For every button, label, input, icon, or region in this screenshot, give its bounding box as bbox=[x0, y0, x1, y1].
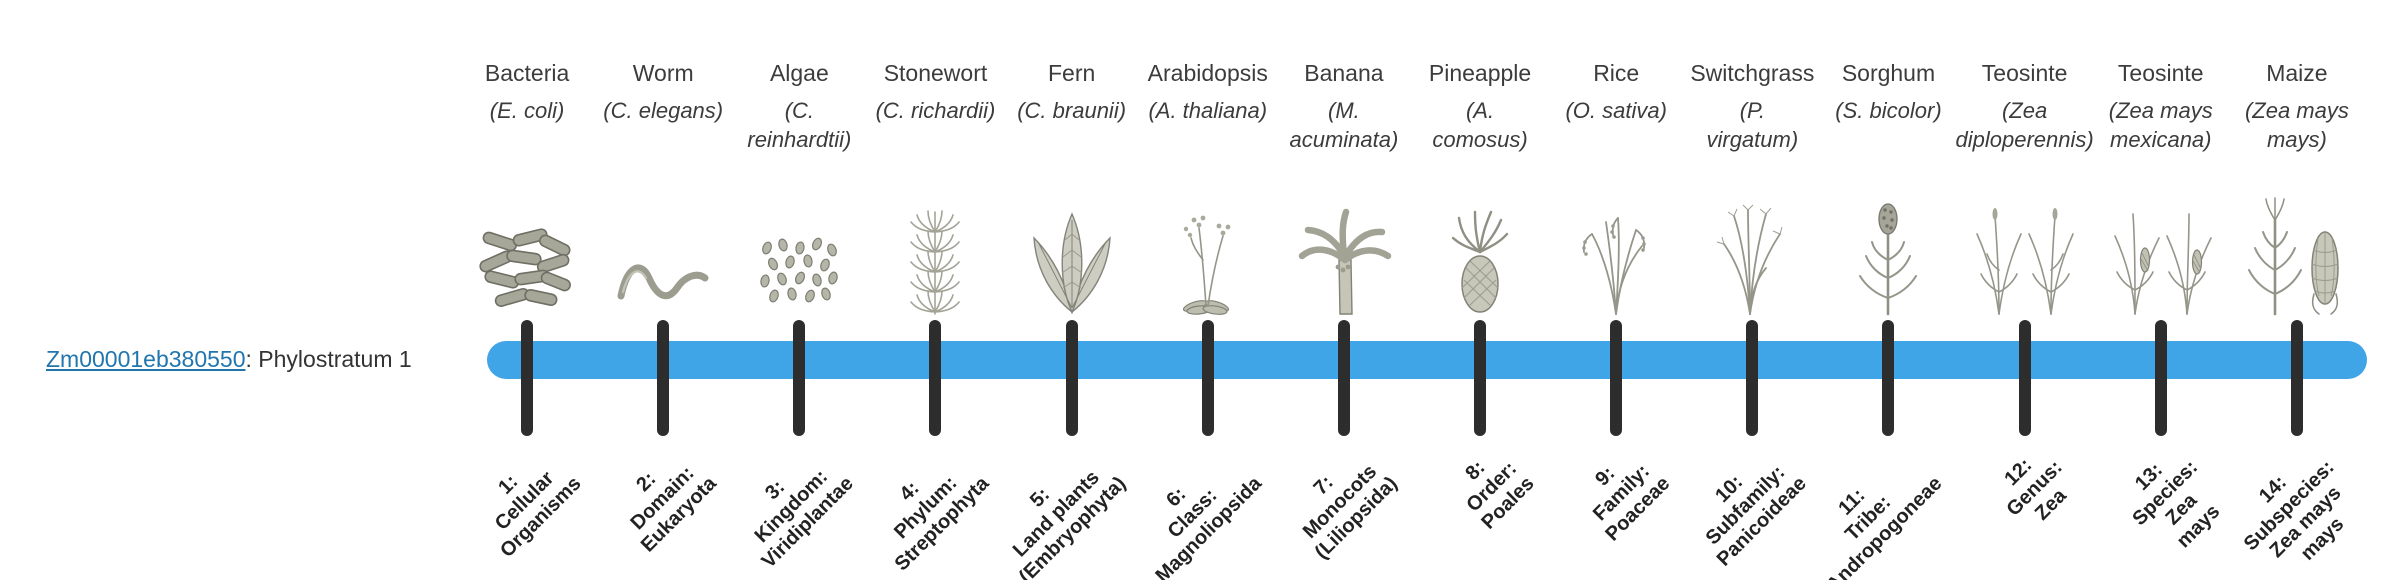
stratum-label: 13: Species: Zea mays bbox=[2128, 456, 2225, 552]
timeline-tick bbox=[521, 320, 534, 436]
algae-icon bbox=[731, 170, 867, 316]
organism-common-name: Bacteria bbox=[484, 60, 570, 86]
organism-scientific-name: (A. comosus) bbox=[1432, 98, 1528, 152]
phylostratum-column-6: Arabidopsis (A. thaliana) bbox=[1140, 0, 1276, 580]
arabidopsis-icon bbox=[1140, 170, 1276, 316]
organism-common-name: Rice bbox=[1593, 60, 1640, 86]
phylostratum-column-13: Teosinte (Zea mays mexicana) bbox=[2093, 0, 2229, 580]
organism-common-name: Worm bbox=[632, 60, 694, 86]
banana-icon bbox=[1276, 170, 1412, 316]
stratum-label: 6: Class: Magnoliopsida bbox=[1151, 472, 1267, 580]
switchgrass-icon bbox=[1684, 170, 1820, 316]
organism-common-name: Algae bbox=[769, 60, 829, 86]
phylostratum-text: : Phylostratum 1 bbox=[245, 346, 412, 372]
timeline-tick bbox=[1474, 320, 1487, 436]
stratum-label: 3: Kingdom: Viridiplantae bbox=[750, 465, 858, 573]
organism-scientific-name: (M. acuminata) bbox=[1289, 98, 1399, 152]
phylostratum-column-3: Algae (C. reinhardtii) bbox=[731, 0, 867, 580]
timeline-tick bbox=[793, 320, 806, 436]
timeline-tick bbox=[657, 320, 670, 436]
phylostratum-column-1: Bacteria (E. coli) bbox=[459, 0, 595, 580]
stratum-label: 14: Subspecies: Zea mays mays bbox=[2239, 456, 2349, 565]
timeline-tick bbox=[929, 320, 942, 436]
stratum-label: 8: Order: Poales bbox=[1460, 456, 1539, 534]
rice-icon bbox=[1548, 170, 1684, 316]
organism-common-name: Arabidopsis bbox=[1147, 60, 1268, 86]
phylostratum-column-9: Rice (O. sativa) bbox=[1548, 0, 1684, 580]
timeline-tick bbox=[1337, 320, 1350, 436]
organism-scientific-name: (P. virgatum) bbox=[1706, 98, 1799, 152]
gene-id-link[interactable]: Zm00001eb380550 bbox=[46, 346, 246, 372]
organism-common-name: Teosinte bbox=[2117, 60, 2204, 86]
organism-scientific-name: (O. sativa) bbox=[1565, 98, 1667, 123]
phylostratum-column-4: Stonewort (C. richardii) bbox=[867, 0, 1003, 580]
timeline-tick bbox=[2290, 320, 2303, 436]
phylostratum-column-12: Teosinte (Zea diploperennis) bbox=[1956, 0, 2094, 580]
phylostratum-column-10: Switchgrass (P. virgatum) bbox=[1684, 0, 1820, 580]
gene-label: Zm00001eb380550: Phylostratum 1 bbox=[46, 346, 412, 373]
organism-common-name: Maize bbox=[2266, 60, 2328, 86]
stratum-label: 4: Phylum: Streptophyta bbox=[890, 472, 994, 576]
organism-scientific-name: (C. reinhardtii) bbox=[747, 98, 852, 152]
organism-common-name: Stonewort bbox=[883, 60, 988, 86]
organism-scientific-name: (Zea mays mays) bbox=[2244, 98, 2349, 152]
organism-scientific-name: (S. bicolor) bbox=[1835, 98, 1942, 123]
stratum-label: 7: Monocots (Liliopsida) bbox=[1299, 460, 1403, 564]
organism-scientific-name: (E. coli) bbox=[489, 98, 565, 123]
phylostratum-column-8: Pineapple (A. comosus) bbox=[1412, 0, 1548, 580]
timeline-tick bbox=[1746, 320, 1759, 436]
timeline-tick bbox=[2018, 320, 2031, 436]
phylostratum-column-7: Banana (M. acuminata) bbox=[1276, 0, 1412, 580]
timeline-tick bbox=[1065, 320, 1078, 436]
stratum-label: 5: Land plants (Embryophyta) bbox=[1008, 466, 1130, 580]
pineapple-icon bbox=[1412, 170, 1548, 316]
organism-scientific-name: (A. thaliana) bbox=[1148, 98, 1268, 123]
stratum-label: 9: Family: Poaceae bbox=[1589, 460, 1675, 546]
organism-scientific-name: (Zea mays mexicana) bbox=[2108, 98, 2213, 152]
teosinte-diploperennis-icon bbox=[1957, 170, 2093, 316]
organism-scientific-name: (C. elegans) bbox=[603, 98, 724, 123]
phylostratum-column-2: Worm (C. elegans) 2: Domain: Eukaryota bbox=[595, 0, 731, 580]
sorghum-icon bbox=[1820, 170, 1956, 316]
fern-icon bbox=[1004, 170, 1140, 316]
organism-scientific-name: (Zea diploperennis) bbox=[1955, 98, 2094, 152]
bacteria-icon bbox=[459, 170, 595, 316]
timeline-tick bbox=[1882, 320, 1895, 436]
stratum-label: 2: Domain: Eukaryota bbox=[627, 462, 722, 557]
phylostrata-columns: Bacteria (E. coli) bbox=[459, 0, 2365, 580]
worm-icon bbox=[595, 170, 731, 316]
phylostratum-column-14: Maize (Zea mays mays) bbox=[2229, 0, 2365, 580]
stratum-label: 1: Cellular Organisms bbox=[490, 467, 586, 563]
teosinte-mexicana-icon bbox=[2093, 170, 2229, 316]
maize-icon bbox=[2229, 170, 2365, 316]
organism-common-name: Sorghum bbox=[1841, 60, 1936, 86]
organism-common-name: Pineapple bbox=[1428, 60, 1532, 86]
organism-scientific-name: (C. braunii) bbox=[1017, 98, 1127, 123]
stratum-label: 10: Subfamily: Panicoideae bbox=[1701, 461, 1811, 571]
timeline-tick bbox=[1610, 320, 1623, 436]
phylostratum-column-5: Fern (C. braunii) bbox=[1004, 0, 1140, 580]
stonewort-icon bbox=[867, 170, 1003, 316]
timeline-tick bbox=[2154, 320, 2167, 436]
stratum-label: 12: Genus: Zea bbox=[2000, 454, 2071, 525]
organism-common-name: Switchgrass bbox=[1690, 60, 1815, 86]
organism-scientific-name: (C. richardii) bbox=[875, 98, 996, 123]
phylostratum-column-11: Sorghum (S. bicolor) bbox=[1820, 0, 1956, 580]
organism-common-name: Teosinte bbox=[1981, 60, 2068, 86]
timeline-tick bbox=[1201, 320, 1214, 436]
organism-common-name: Fern bbox=[1047, 60, 1096, 86]
organism-common-name: Banana bbox=[1304, 60, 1384, 86]
